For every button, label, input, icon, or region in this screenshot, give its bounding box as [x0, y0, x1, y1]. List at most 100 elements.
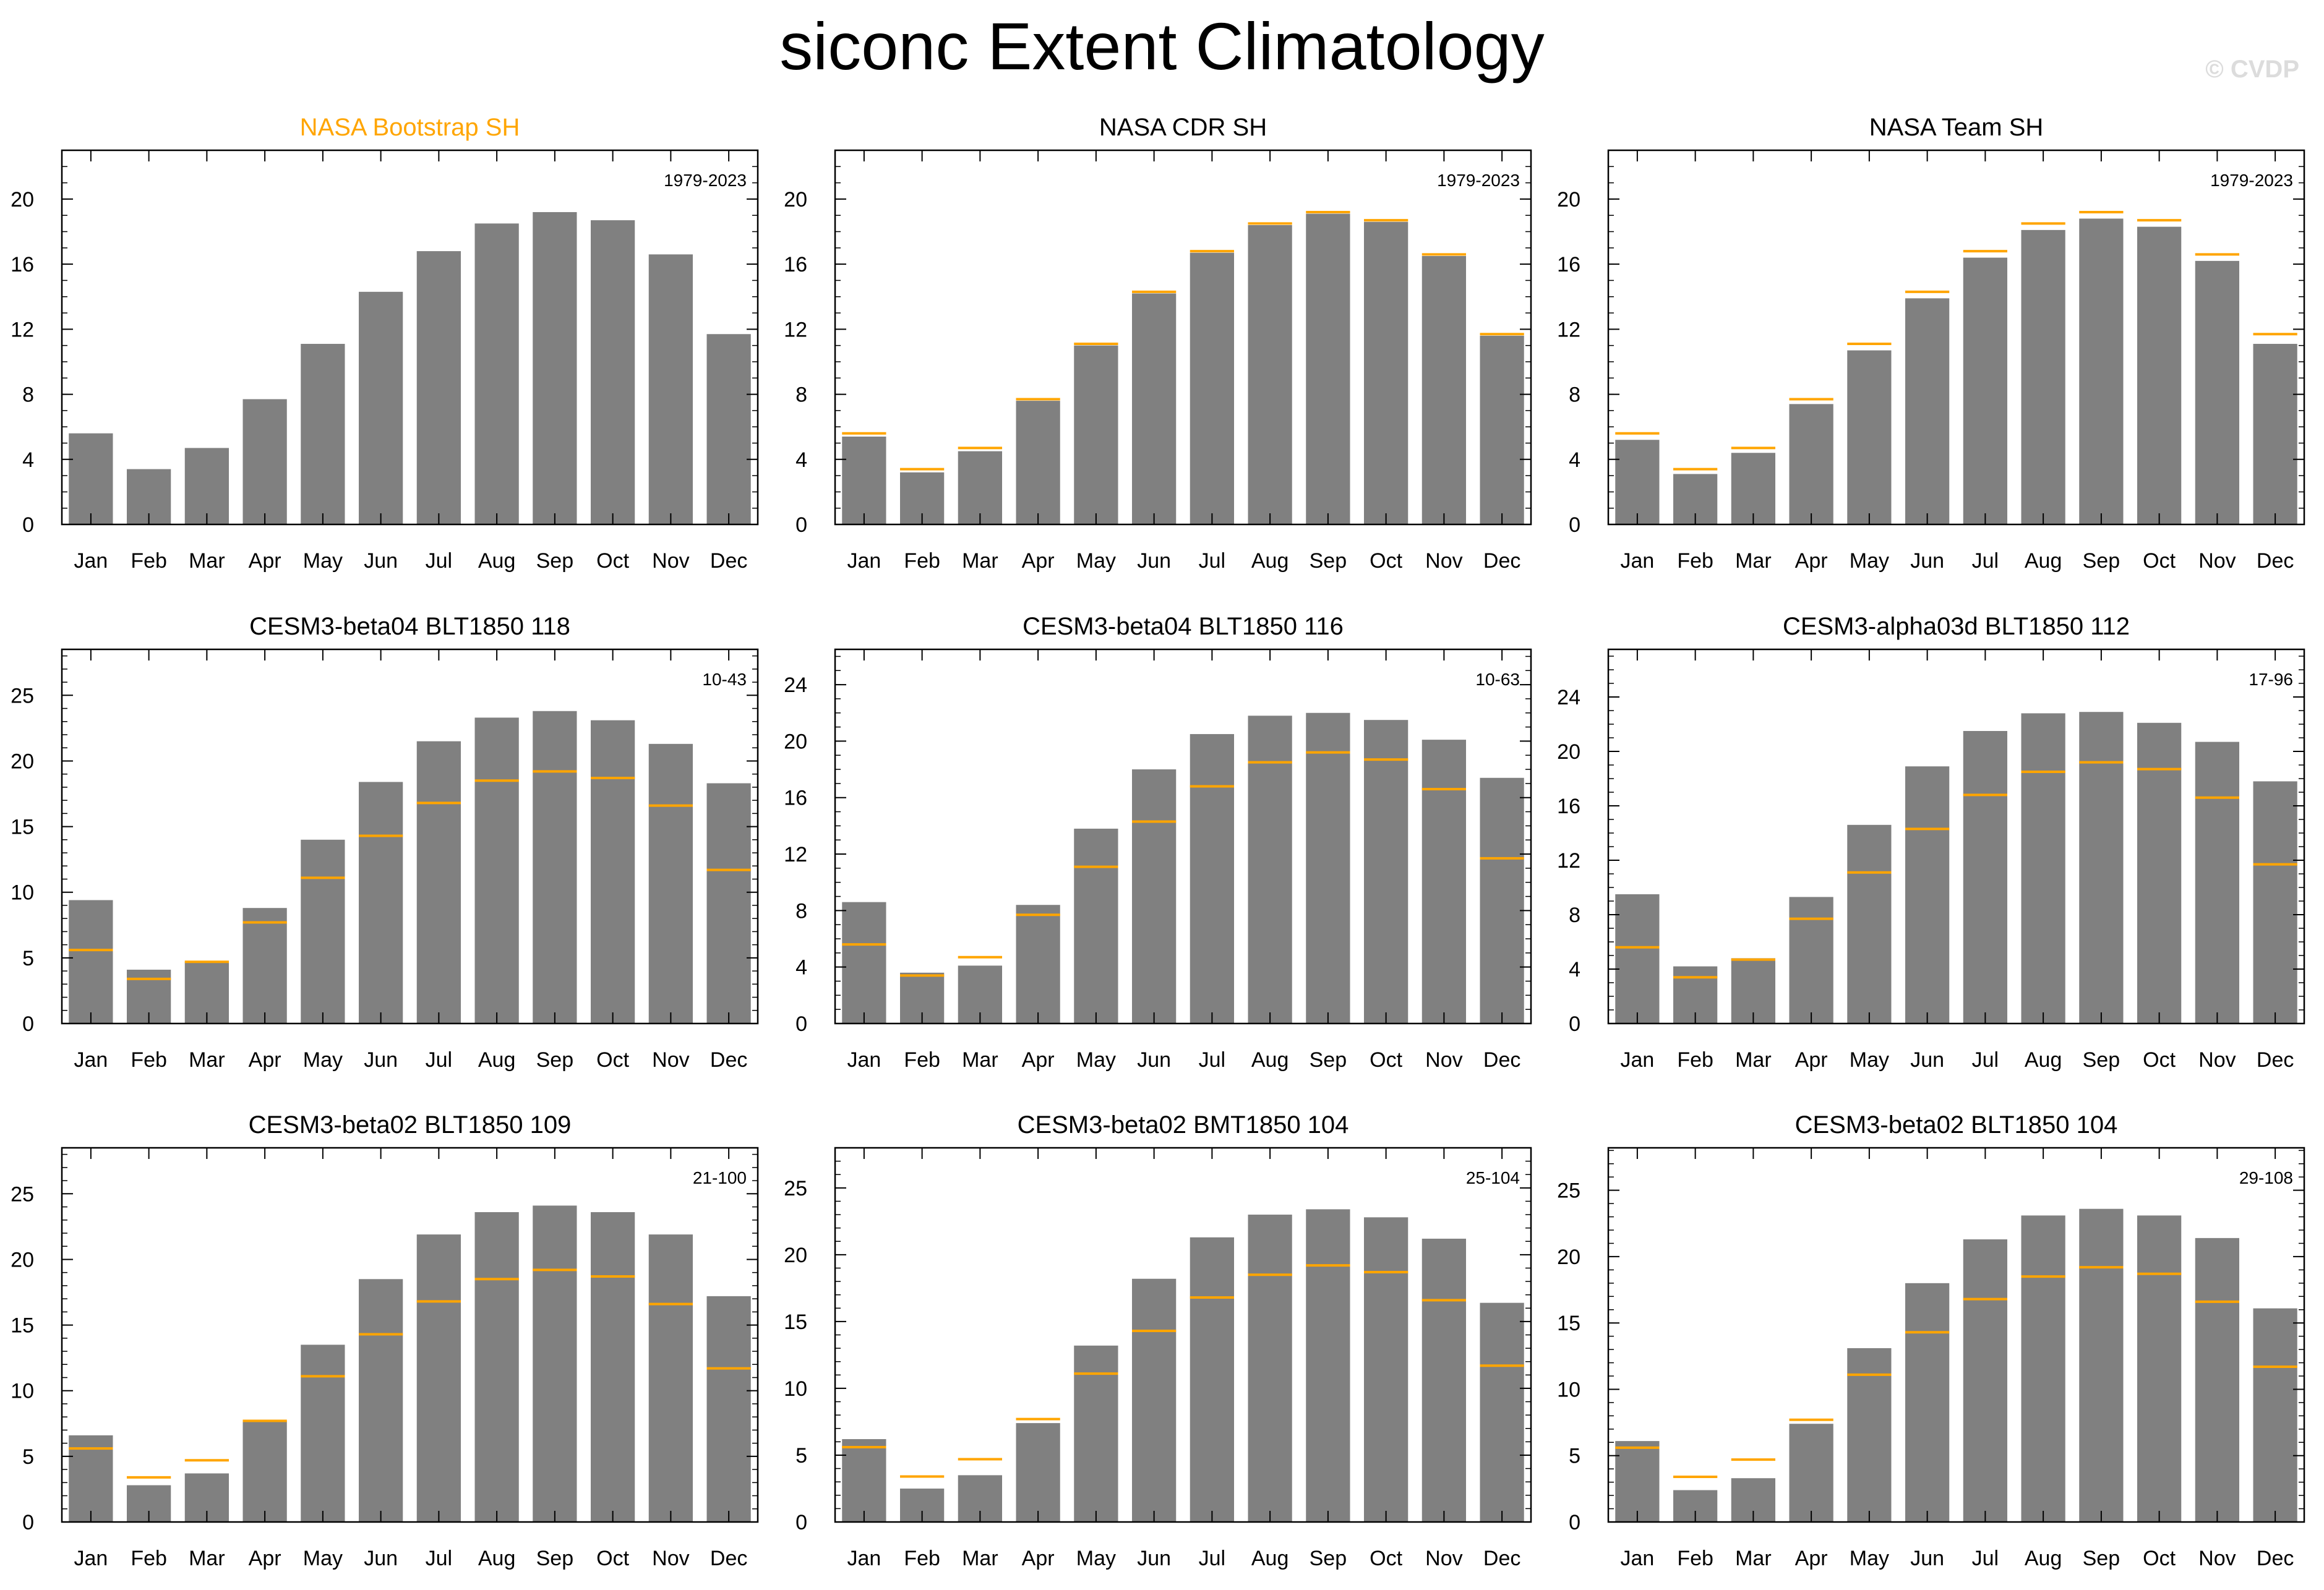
x-tick-label: Sep	[2083, 549, 2120, 573]
x-tick-label: Apr	[1795, 549, 1828, 573]
bar-jun	[359, 1279, 403, 1522]
plot-frame	[61, 1147, 759, 1523]
bar-jul	[1963, 1239, 2007, 1522]
x-tick-label: Dec	[1483, 1547, 1520, 1570]
x-tick-label: Feb	[1677, 549, 1713, 573]
bar-oct	[591, 1212, 635, 1522]
x-tick-label: Sep	[536, 549, 574, 573]
x-tick-label: Apr	[1022, 1048, 1055, 1072]
y-tick-label: 12	[11, 318, 34, 341]
bar-may	[301, 344, 345, 524]
x-tick-label: Feb	[904, 1048, 940, 1072]
y-tick-label: 16	[784, 253, 807, 276]
x-tick-label: Mar	[189, 1048, 225, 1072]
x-tick-label: May	[303, 1048, 343, 1072]
x-tick-label: Nov	[652, 1048, 689, 1072]
bar-sep	[1306, 712, 1350, 1024]
bar-sep	[2079, 218, 2124, 524]
x-tick-label: Aug	[2025, 549, 2062, 573]
panel-title: CESM3-beta02 BLT1850 109	[249, 1111, 572, 1139]
year-range: 1979-2023	[1437, 171, 1520, 190]
x-tick-label: Aug	[1251, 1048, 1289, 1072]
year-range: 1979-2023	[2210, 171, 2293, 190]
y-tick-label: 20	[11, 750, 34, 773]
y-tick-label: 12	[784, 843, 807, 866]
y-tick-label: 12	[784, 318, 807, 341]
x-tick-label: Dec	[710, 1547, 747, 1570]
x-tick-label: Jun	[1137, 1547, 1171, 1570]
bar-apr	[1016, 401, 1060, 524]
bar-jun	[1905, 766, 1950, 1024]
bar-apr	[1789, 1424, 1833, 1522]
x-tick-label: Jul	[1972, 1547, 1999, 1570]
bar-aug	[2021, 713, 2065, 1024]
panel-title: NASA Bootstrap SH	[300, 114, 520, 141]
bar-apr	[242, 908, 287, 1024]
y-tick-label: 10	[11, 881, 34, 905]
y-tick-label: 16	[11, 253, 34, 276]
x-tick-label: Oct	[2143, 549, 2176, 573]
y-tick-label: 25	[11, 1182, 34, 1206]
bar-dec	[2253, 1308, 2297, 1522]
bar-nov	[2195, 1237, 2239, 1522]
x-tick-label: Jun	[364, 1048, 398, 1072]
x-tick-label: Apr	[1022, 549, 1055, 573]
year-range: 29-108	[2239, 1168, 2293, 1187]
y-tick-label: 0	[1569, 513, 1580, 537]
y-tick-label: 25	[1557, 1179, 1580, 1203]
bar-apr	[242, 399, 287, 524]
bar-aug	[1248, 716, 1292, 1024]
bar-dec	[2253, 344, 2297, 524]
bar-jan	[1615, 894, 1660, 1024]
bar-may	[1847, 350, 1892, 524]
y-tick-label: 20	[11, 1248, 34, 1272]
y-tick-label: 8	[1569, 904, 1580, 927]
x-tick-label: Feb	[131, 1048, 167, 1072]
bar-jan	[1615, 440, 1660, 524]
bar-jul	[1190, 252, 1234, 524]
x-tick-label: Oct	[1370, 1547, 1402, 1570]
bar-nov	[648, 254, 693, 524]
x-tick-label: Nov	[652, 1547, 689, 1570]
y-tick-label: 0	[22, 1511, 34, 1534]
x-tick-label: Dec	[1483, 1048, 1520, 1072]
panel-1: 0 4 8 12 16 20 Jan Feb Mar Apr May Jun Jul Aug Sep Oct N…	[11, 114, 759, 573]
panel-title: NASA CDR SH	[1099, 114, 1267, 141]
x-tick-label: Aug	[1251, 549, 1289, 573]
bar-oct	[1364, 221, 1409, 524]
bar-apr	[1789, 404, 1833, 524]
x-tick-label: May	[303, 1547, 343, 1570]
bar-dec	[706, 783, 751, 1024]
x-tick-label: Mar	[1735, 549, 1772, 573]
x-tick-label: Apr	[1795, 1048, 1828, 1072]
x-tick-label: Nov	[1425, 549, 1462, 573]
y-tick-label: 0	[795, 1511, 807, 1534]
y-tick-label: 20	[1557, 1246, 1580, 1269]
panel-8: 0 5 10 15 20 25 Jan Feb Mar Apr May Jun Jul Aug Sep Oct…	[784, 1111, 1532, 1570]
y-tick-label: 10	[1557, 1378, 1580, 1401]
bar-mar	[958, 451, 1002, 524]
x-tick-label: Mar	[1735, 1547, 1772, 1570]
bar-sep	[2079, 712, 2124, 1024]
x-tick-label: Jun	[1910, 1547, 1944, 1570]
bar-jul	[416, 251, 461, 524]
x-tick-label: Jul	[426, 549, 452, 573]
y-tick-label: 25	[784, 1177, 807, 1200]
x-tick-label: Aug	[2025, 1547, 2062, 1570]
x-tick-label: Jun	[364, 1547, 398, 1570]
y-tick-label: 5	[1569, 1445, 1580, 1468]
y-tick-label: 5	[22, 947, 34, 970]
x-tick-label: Apr	[249, 549, 281, 573]
y-tick-label: 5	[795, 1444, 807, 1468]
bar-mar	[1731, 453, 1775, 524]
y-tick-label: 4	[795, 956, 807, 980]
bar-dec	[1480, 335, 1524, 524]
y-tick-label: 25	[11, 684, 34, 707]
bar-apr	[1016, 905, 1060, 1024]
x-tick-label: Jun	[1137, 549, 1171, 573]
x-tick-label: Jul	[1199, 1547, 1225, 1570]
bar-may	[301, 1344, 345, 1522]
x-tick-label: Jul	[426, 1048, 452, 1072]
plot-frame	[834, 648, 1532, 1025]
x-tick-label: Mar	[962, 1547, 998, 1570]
